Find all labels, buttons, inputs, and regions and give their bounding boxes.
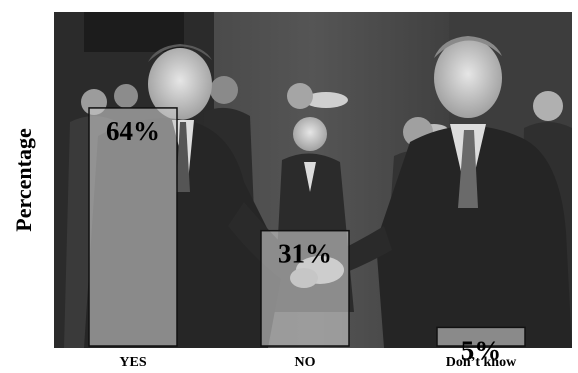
bar-value-label: 5% [461, 335, 502, 365]
bar-no [260, 229, 350, 347]
bar-value-label: 64% [106, 116, 160, 146]
bar-yes [88, 107, 178, 347]
x-tick-label: YES [119, 355, 146, 370]
x-tick-label: Don’t know [446, 355, 517, 370]
x-tick-label: NO [295, 355, 316, 370]
bar-don-t-know [436, 326, 526, 347]
y-axis-label: Percentage [11, 128, 36, 232]
background-photo [54, 12, 572, 348]
bar-value-label: 31% [278, 239, 332, 269]
